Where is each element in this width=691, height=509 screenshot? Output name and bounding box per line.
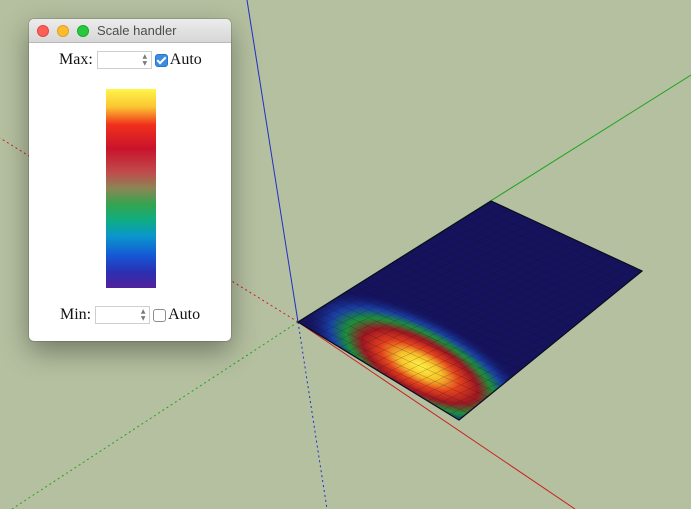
blue-axis — [246, 0, 299, 323]
red-axis — [297, 321, 576, 509]
max-auto-label: Auto — [169, 51, 202, 68]
max-stepper[interactable]: ▲ ▼ — [96, 51, 152, 69]
min-input[interactable] — [96, 307, 145, 323]
window-titlebar[interactable]: Scale handler — [29, 19, 231, 43]
min-stepper[interactable]: ▲ ▼ — [95, 306, 151, 324]
max-auto-checkbox[interactable] — [154, 53, 168, 67]
zoom-button[interactable] — [77, 25, 89, 37]
stepper-arrows-icon[interactable]: ▲ ▼ — [142, 53, 148, 67]
color-scale-bar — [106, 89, 156, 288]
stepper-arrows-icon[interactable]: ▲ ▼ — [140, 308, 146, 322]
max-input[interactable] — [97, 52, 146, 68]
max-row: Max: ▲ ▼ Auto — [59, 51, 202, 69]
min-auto-checkbox[interactable] — [153, 308, 167, 322]
max-label: Max: — [59, 51, 93, 68]
minimize-button[interactable] — [57, 25, 69, 37]
neg-green-axis — [11, 321, 299, 509]
window-title: Scale handler — [97, 23, 177, 38]
close-button[interactable] — [37, 25, 49, 37]
neg-blue-axis — [297, 321, 328, 509]
heatmap-surface — [296, 200, 644, 421]
min-auto-label: Auto — [168, 306, 201, 323]
min-row: Min: ▲ ▼ Auto — [60, 306, 200, 324]
scale-handler-window: Scale handler Max: ▲ ▼ Auto Min: ▲ ▼ Auto — [29, 19, 231, 341]
min-label: Min: — [60, 306, 92, 323]
